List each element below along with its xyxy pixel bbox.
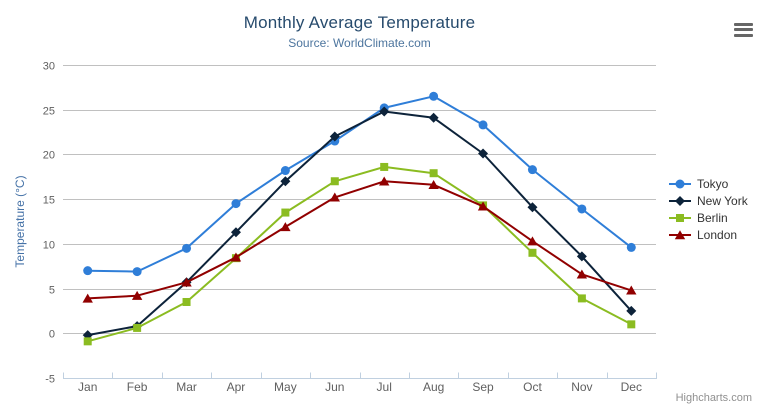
chart-subtitle: Source: WorldClimate.com: [288, 36, 431, 50]
data-point-marker[interactable]: [429, 91, 439, 101]
export-menu-button[interactable]: [730, 18, 756, 40]
y-axis-title: Temperature (°C): [13, 175, 27, 267]
y-axis-label: 10: [43, 240, 55, 252]
data-point-marker[interactable]: [133, 323, 142, 332]
data-point-marker[interactable]: [429, 169, 438, 178]
x-axis-label: Sep: [472, 380, 494, 394]
data-point-marker[interactable]: [626, 285, 637, 295]
data-point-marker[interactable]: [181, 277, 192, 287]
data-point-marker[interactable]: [182, 243, 192, 253]
series-line-tokyo: [86, 95, 633, 273]
y-axis-label: 0: [49, 329, 55, 341]
data-point-marker[interactable]: [477, 201, 489, 211]
data-point-marker[interactable]: [280, 166, 290, 176]
legend-item-berlin[interactable]: Berlin: [668, 209, 748, 226]
data-point-marker: [675, 195, 685, 206]
data-point-marker[interactable]: [83, 266, 93, 276]
legend-symbol-square-icon: [669, 213, 691, 222]
data-point-marker[interactable]: [627, 320, 636, 329]
data-point-marker[interactable]: [230, 227, 241, 238]
series-tokyo[interactable]: [83, 91, 636, 277]
data-point-marker[interactable]: [478, 120, 488, 130]
data-point-marker[interactable]: [428, 112, 439, 123]
legend-item-new-york[interactable]: New York: [668, 192, 748, 209]
series-line-berlin: [86, 165, 633, 343]
data-point-marker[interactable]: [330, 177, 339, 186]
x-axis-label: Oct: [523, 380, 542, 394]
legend-symbol-triangle-icon: [669, 229, 691, 239]
x-axis-label: Apr: [227, 380, 246, 394]
data-point-marker[interactable]: [577, 294, 586, 303]
data-point-marker[interactable]: [231, 199, 241, 209]
data-point-marker[interactable]: [281, 208, 290, 217]
y-axis-label: -5: [45, 374, 55, 386]
data-point-marker[interactable]: [527, 165, 537, 175]
data-point-marker[interactable]: [329, 192, 340, 202]
x-axis-label: Jan: [78, 380, 97, 394]
data-point-marker[interactable]: [82, 293, 93, 303]
x-axis-label: May: [274, 380, 297, 394]
data-point-marker[interactable]: [230, 252, 242, 262]
data-point-marker[interactable]: [131, 290, 143, 300]
data-point-marker[interactable]: [428, 180, 439, 190]
data-point-marker[interactable]: [528, 248, 537, 257]
series-line-london: [86, 180, 633, 300]
x-axis-label: Mar: [176, 380, 197, 394]
data-point-marker[interactable]: [527, 236, 538, 246]
x-axis-label: Jul: [377, 380, 392, 394]
x-axis-label: Nov: [571, 380, 592, 394]
data-point-marker[interactable]: [329, 131, 340, 142]
data-point-marker: [675, 179, 685, 188]
legend-label: Berlin: [697, 210, 728, 225]
data-point-marker[interactable]: [576, 251, 587, 262]
data-point-marker[interactable]: [379, 176, 390, 186]
legend-label: New York: [697, 193, 748, 208]
data-point-marker[interactable]: [576, 269, 588, 279]
y-axis-label: 20: [43, 150, 55, 162]
data-point-marker[interactable]: [527, 202, 538, 213]
data-point-marker[interactable]: [182, 297, 191, 306]
y-axis-label: 5: [49, 285, 55, 297]
legend-item-london[interactable]: London: [668, 226, 748, 243]
x-axis-label: Dec: [621, 380, 642, 394]
legend: Tokyo New York Berlin London: [668, 175, 748, 243]
chart-title: Monthly Average Temperature: [243, 13, 476, 32]
x-axis-label: Aug: [423, 380, 444, 394]
data-point-marker[interactable]: [380, 162, 389, 171]
credits-link[interactable]: Highcharts.com: [675, 392, 752, 404]
data-point-marker[interactable]: [83, 337, 92, 346]
legend-label: Tokyo: [697, 176, 729, 191]
data-point-marker[interactable]: [478, 148, 489, 159]
series-new-york[interactable]: [82, 106, 637, 341]
data-point-marker[interactable]: [379, 106, 390, 117]
data-point-marker[interactable]: [132, 267, 142, 277]
legend-symbol-circle-icon: [669, 179, 691, 188]
hamburger-menu-icon: [733, 22, 753, 37]
y-axis-label: 15: [43, 195, 55, 207]
data-point-marker[interactable]: [280, 176, 291, 187]
data-point-marker[interactable]: [280, 222, 291, 232]
data-point-marker: [676, 213, 684, 222]
x-axis-label: Feb: [127, 380, 148, 394]
series-london[interactable]: [82, 176, 637, 303]
data-point-marker[interactable]: [577, 204, 587, 214]
y-axis-label: 30: [43, 61, 55, 73]
data-point-marker[interactable]: [626, 305, 637, 316]
legend-item-tokyo[interactable]: Tokyo: [668, 175, 748, 192]
series-line-new-york: [86, 110, 633, 337]
y-axis-label: 25: [43, 106, 55, 118]
legend-symbol-diamond-icon: [669, 195, 691, 206]
data-point-marker: [674, 229, 686, 239]
legend-label: London: [697, 227, 738, 242]
data-point-marker[interactable]: [626, 242, 636, 252]
x-axis-label: Jun: [325, 380, 344, 394]
